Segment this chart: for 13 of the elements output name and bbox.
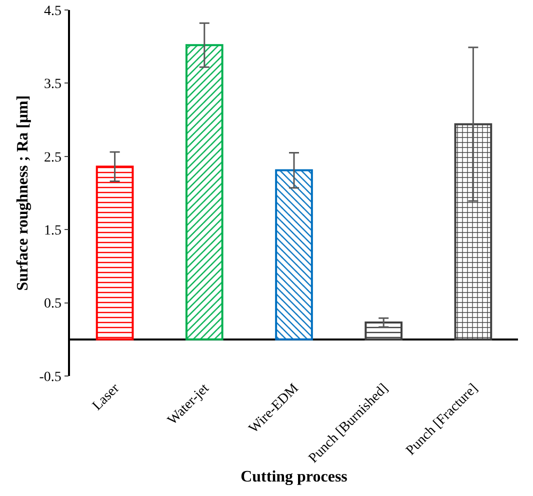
y-tick-label: 0.5	[44, 296, 62, 312]
bar	[185, 44, 224, 340]
bar	[96, 166, 134, 340]
y-tick-label: 1.5	[44, 224, 62, 238]
y-axis-title: Surface roughness ; Ra [μm]	[14, 95, 32, 291]
bar	[454, 123, 492, 340]
y-tick-label: 3.5	[44, 77, 62, 92]
x-axis-title: Cutting process	[240, 468, 348, 486]
bar	[275, 169, 313, 340]
y-tick-label: -0.5	[39, 370, 62, 385]
bar	[364, 322, 403, 340]
y-tick-label: 2.5	[44, 150, 62, 166]
y-tick-label: 4.5	[44, 4, 62, 19]
